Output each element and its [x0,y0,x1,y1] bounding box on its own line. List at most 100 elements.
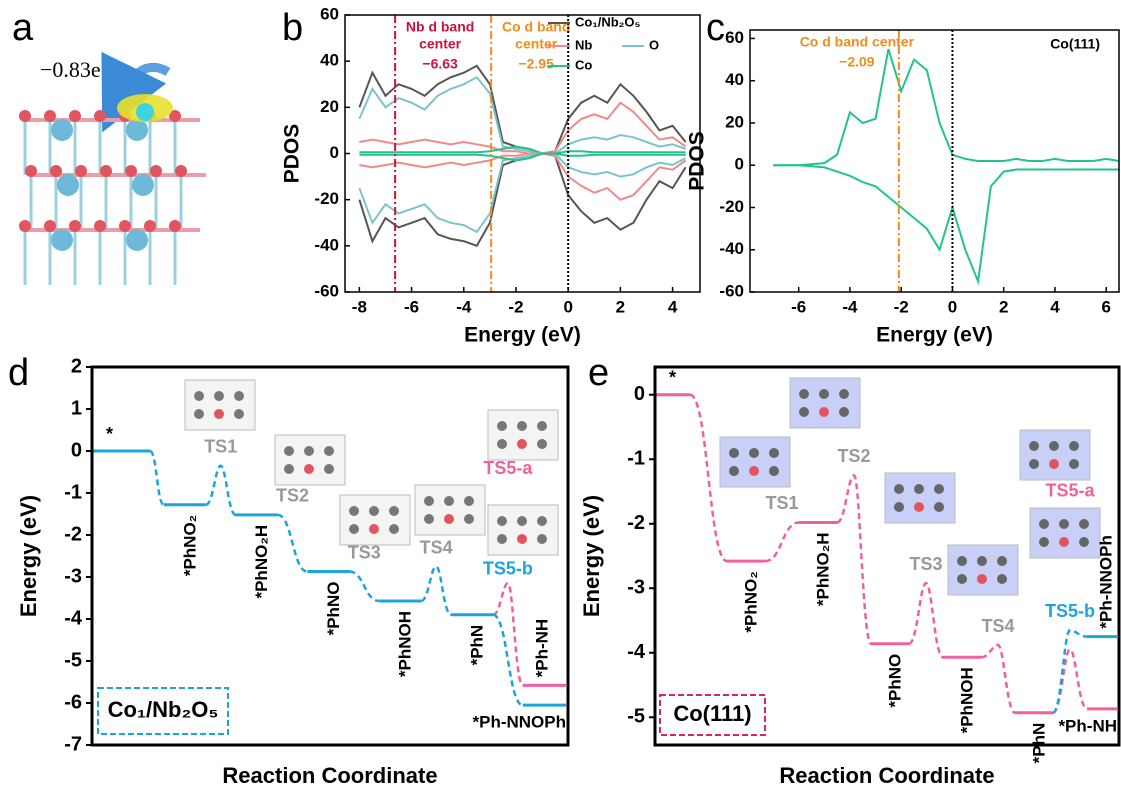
band-center-text: center [419,36,462,52]
x-tick-label: -6 [404,297,419,316]
atom-o [144,220,156,232]
inset-atom [769,448,779,458]
y-tick-label: 0 [330,143,339,162]
y-tick-label: 60 [320,4,339,23]
structure-inset [275,435,345,485]
inset-atom [349,506,359,516]
panel-label: b [282,7,303,49]
band-center-text: Nb d band [406,19,474,35]
level-label: * [106,424,113,444]
inset-atom [389,524,399,534]
y-tick-label: 60 [725,28,744,47]
inset-atom [1079,537,1089,547]
ts-label: TS2 [837,446,870,466]
x-tick-label: -6 [791,297,806,316]
x-axis-title: Reaction Coordinate [779,763,994,788]
x-tick-label: -4 [842,297,858,316]
inset-atom [997,556,1007,566]
x-tick-label: 4 [1050,297,1060,316]
inset-atom [819,389,829,399]
inset-atom [234,409,244,419]
transition-curve [1053,630,1087,713]
legend-label: Nb [575,37,592,52]
band-center-text: Co d band center [800,34,915,50]
pdos-line [359,103,685,154]
inset-atom [1039,519,1049,529]
charge-density [136,103,154,121]
inset-atom [214,409,224,419]
inset-atom [284,464,294,474]
corner-label: Co(111) [1050,36,1100,52]
atom-nb [132,174,154,196]
inset-atom [894,502,904,512]
y-tick-label: -60 [719,281,744,300]
inset-atom [444,496,454,506]
y-tick-label: -40 [314,235,339,254]
y-tick-label: 40 [320,51,339,70]
structure-inset [1030,508,1100,558]
figure: a −0.83e -8-6-4-2024-60-40-200204060Ener… [0,0,1121,788]
atom-o [175,165,187,177]
y-tick-label: -6 [64,691,82,713]
inset-atom [839,389,849,399]
inset-atom [304,446,314,456]
y-axis-title: Energy (eV) [16,495,41,617]
pdos-line [359,154,685,200]
atom-o [94,220,106,232]
inset-atom [957,574,967,584]
y-tick-label: -1 [627,448,645,470]
inset-atom [769,466,779,476]
pdos-line [359,66,685,154]
level-label: *PhNOH [396,611,415,677]
level-label: *Ph-NH [1058,716,1117,735]
y-tick-label: -5 [627,706,645,728]
inset-atom [537,516,547,526]
structure-inset [340,495,410,545]
structure-inset [790,378,860,428]
y-tick-label: -20 [719,197,744,216]
inset-atom [729,466,739,476]
pdos-line [773,165,1119,281]
inset-atom [957,556,967,566]
transition-curve [765,522,799,561]
inset-atom [749,466,759,476]
x-axis-title: Energy (eV) [876,324,993,347]
structure-inset [415,485,485,535]
inset-atom [194,409,204,419]
level-label: *PhNOH [957,667,976,733]
y-tick-label: -20 [314,189,339,208]
inset-atom [304,464,314,474]
inset-atom [1029,459,1039,469]
atom-o [125,165,137,177]
crystal-structure [19,94,206,285]
inset-atom [444,514,454,524]
transition-curve [493,583,523,685]
y-tick-label: 20 [320,97,339,116]
inset-atom [497,439,507,449]
ts-label: TS5-b [1045,601,1095,621]
inset-atom [234,391,244,401]
level-label: *PhNO₂H [252,525,271,599]
legend-label: O [649,37,659,52]
legend-label: Co(111) [673,701,751,726]
panel-label: d [8,352,29,394]
inset-atom [799,389,809,399]
atom-o [150,165,162,177]
transition-curve [349,572,379,601]
atom-o [69,220,81,232]
structure-inset [488,505,558,555]
x-tick-label: -2 [894,297,909,316]
x-tick-label: 0 [948,297,957,316]
inset-atom [369,506,379,516]
inset-atom [894,484,904,494]
atom-o [44,220,56,232]
x-tick-label: 2 [999,297,1008,316]
level-label: *PhN [1029,723,1048,764]
atom-o [44,110,56,122]
inset-atom [934,484,944,494]
inset-atom [839,407,849,417]
inset-atom [369,524,379,534]
panel-label: e [588,352,609,394]
atom-o [19,110,31,122]
inset-atom [1049,441,1059,451]
